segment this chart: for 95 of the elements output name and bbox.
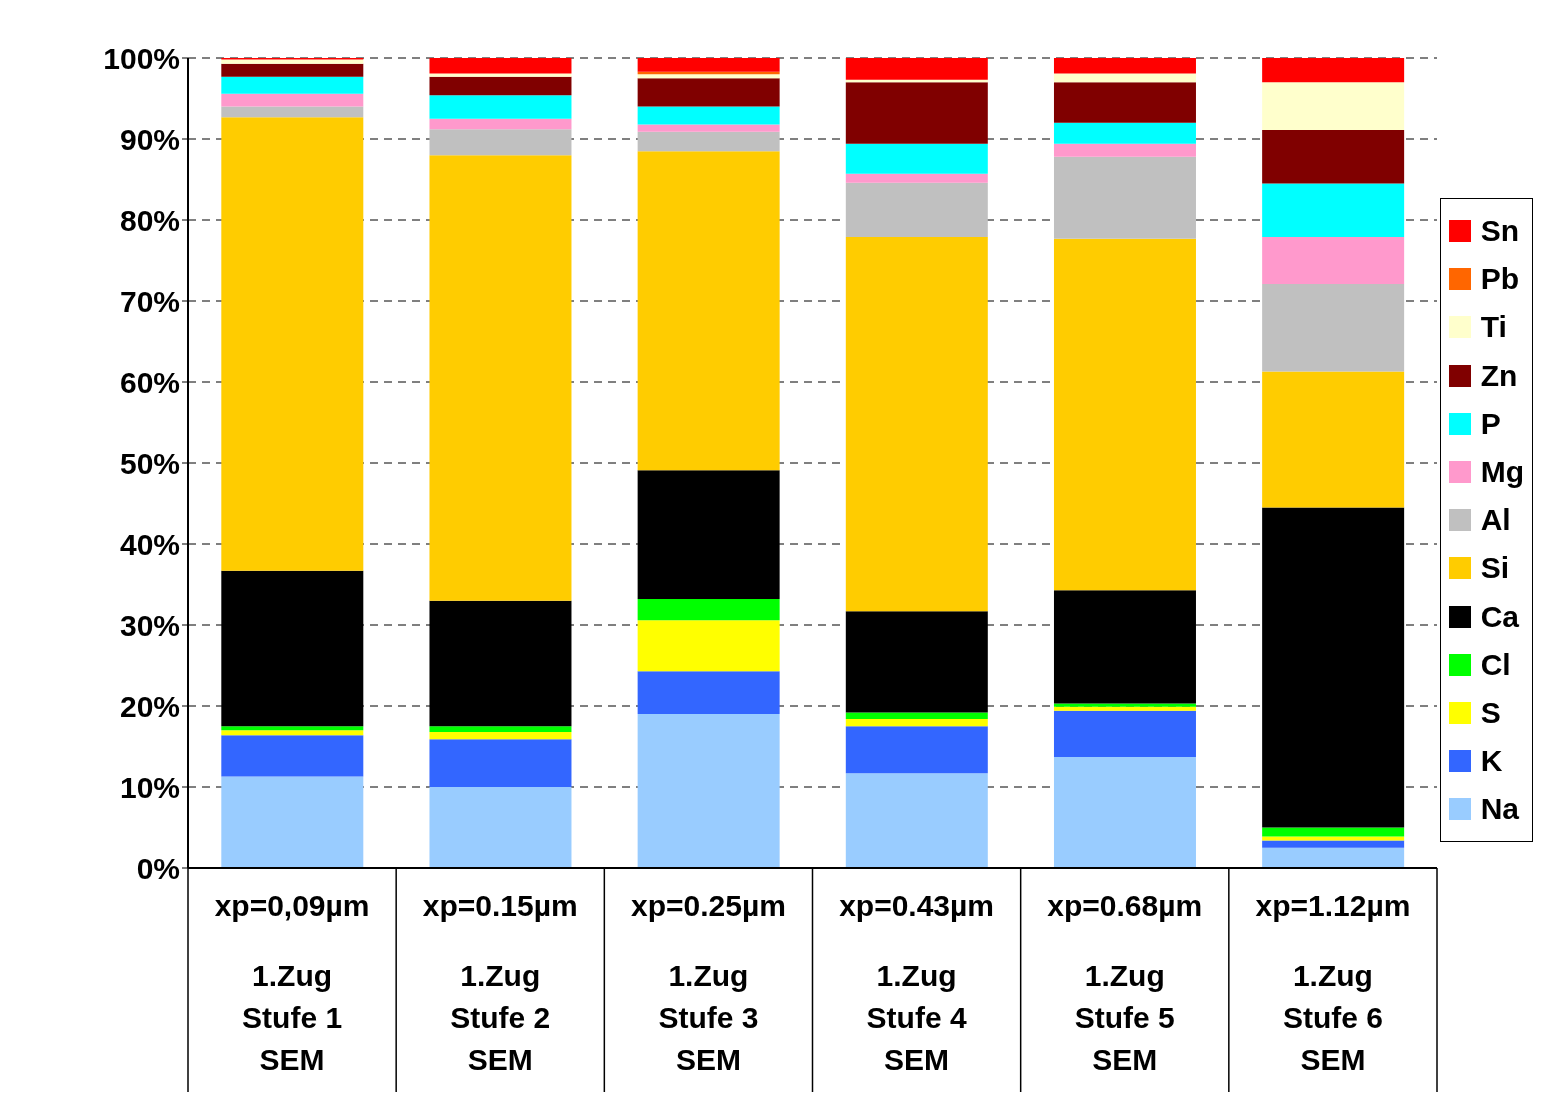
bar <box>845 237 988 612</box>
bar <box>845 143 988 174</box>
bar <box>845 58 988 80</box>
bar <box>429 118 572 130</box>
bar <box>221 730 364 736</box>
bar <box>637 671 780 715</box>
bar <box>1262 283 1405 372</box>
legend-label: Mg <box>1480 455 1524 490</box>
bar <box>1053 82 1196 123</box>
legend-label: Ti <box>1480 310 1507 345</box>
bar <box>1262 82 1405 131</box>
bar <box>1053 757 1196 868</box>
bar <box>845 712 988 719</box>
bar <box>221 117 364 571</box>
bar <box>845 718 988 727</box>
y-tick-label: 30% <box>119 608 180 642</box>
bar <box>637 151 780 471</box>
bar <box>1053 58 1196 74</box>
bar <box>429 731 572 740</box>
bar <box>637 599 780 621</box>
bar <box>1053 703 1196 707</box>
bar <box>1262 371 1405 508</box>
bar <box>637 620 780 672</box>
bar <box>1262 130 1405 184</box>
legend-label: P <box>1480 406 1501 441</box>
bar <box>1262 847 1405 868</box>
bar <box>429 95 572 119</box>
bar <box>221 63 364 77</box>
legend-label: Si <box>1480 551 1510 586</box>
legend-label: Ca <box>1480 599 1520 634</box>
bar <box>221 106 364 118</box>
legend-label: S <box>1480 695 1501 730</box>
bar <box>1053 156 1196 239</box>
bar <box>429 155 572 601</box>
bar <box>845 173 988 183</box>
bar <box>637 58 780 72</box>
bar <box>1053 122 1196 144</box>
bar <box>1262 827 1405 837</box>
bar <box>429 726 572 732</box>
y-tick-label: 60% <box>119 365 180 399</box>
y-tick-label: 20% <box>119 689 180 723</box>
bar <box>1262 237 1405 284</box>
legend-label: Cl <box>1480 647 1511 682</box>
bar <box>429 76 572 96</box>
bar <box>637 124 780 132</box>
category-label: xp=0.25µm 1.Zug Stufe 3 SEM <box>630 889 786 1076</box>
bar <box>429 739 572 787</box>
bar <box>1262 840 1405 848</box>
bar <box>845 726 988 774</box>
bar <box>845 182 988 238</box>
y-tick-label: 90% <box>119 122 180 156</box>
legend-label: Al <box>1480 503 1511 538</box>
bar <box>1262 58 1405 83</box>
bar <box>1262 183 1405 238</box>
bar <box>1262 836 1405 841</box>
bar <box>429 58 572 74</box>
legend-label: Na <box>1480 792 1520 827</box>
category-label: xp=0,09µm 1.Zug Stufe 1 SEM <box>214 889 370 1076</box>
bar <box>221 59 364 64</box>
bar <box>221 76 364 94</box>
bar <box>1053 238 1196 591</box>
y-tick-label: 50% <box>119 446 180 480</box>
bar <box>637 131 780 152</box>
y-tick-label: 100% <box>103 41 180 75</box>
bar <box>221 93 364 107</box>
bar <box>1053 143 1196 157</box>
bar <box>221 735 364 777</box>
bar <box>429 787 572 868</box>
bar <box>1053 706 1196 711</box>
legend-label: Sn <box>1480 214 1520 249</box>
legend-label: K <box>1480 744 1503 779</box>
category-label: xp=1.12µm 1.Zug Stufe 6 SEM <box>1255 889 1411 1076</box>
legend-label: Zn <box>1480 358 1518 393</box>
bar <box>637 106 780 125</box>
bar <box>1262 507 1405 828</box>
bar <box>637 74 780 79</box>
bar <box>221 726 364 731</box>
bar <box>1053 710 1196 758</box>
y-tick-label: 10% <box>119 770 180 804</box>
y-tick-label: 40% <box>119 527 180 561</box>
bar <box>637 714 780 868</box>
category-label: xp=0.68µm 1.Zug Stufe 5 SEM <box>1047 889 1203 1076</box>
legend-label: Pb <box>1480 262 1520 297</box>
bar <box>845 82 988 144</box>
bar <box>221 776 364 868</box>
bar <box>845 773 988 868</box>
y-tick-label: 0% <box>136 851 180 885</box>
y-tick-label: 80% <box>119 203 180 237</box>
category-label: xp=0.15µm 1.Zug Stufe 2 SEM <box>422 889 578 1076</box>
y-tick-label: 70% <box>119 284 180 318</box>
bar <box>429 129 572 156</box>
category-label: xp=0.43µm 1.Zug Stufe 4 SEM <box>839 889 995 1076</box>
bar <box>1053 73 1196 83</box>
bar <box>637 78 780 107</box>
bar <box>429 73 572 77</box>
